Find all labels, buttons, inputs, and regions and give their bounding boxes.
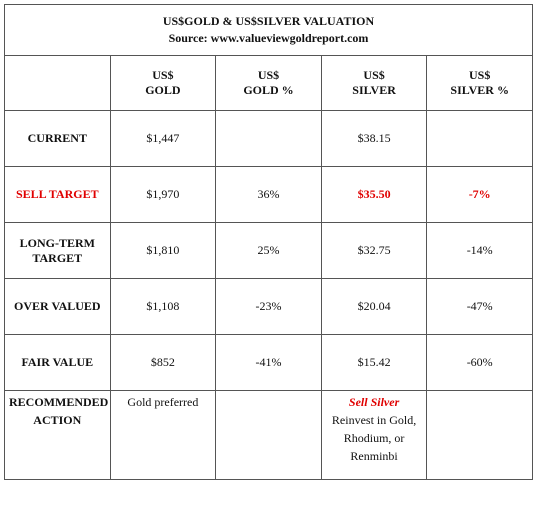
row: RECOMMENDED ACTION Gold preferred Sell S… [4, 390, 533, 480]
column-header: US$ GOLD [109, 55, 217, 111]
row: LONG-TERM TARGET $1,810 25% $32.75 -14% [4, 222, 533, 279]
title-row: US$GOLD & US$SILVER VALUATION Source: www… [4, 4, 533, 56]
cell: $852 [109, 334, 217, 391]
cell: $15.42 [320, 334, 428, 391]
row: SELL TARGET $1,970 36% $35.50 -7% [4, 166, 533, 223]
row-label: SELL TARGET [4, 166, 111, 223]
cell [426, 390, 533, 480]
cell: -14% [426, 222, 533, 279]
row: FAIR VALUE $852 -41% $15.42 -60% [4, 334, 533, 391]
source: Source: www.valueviewgoldreport.com [168, 31, 369, 45]
row-label: CURRENT [4, 110, 111, 167]
cell: $35.50 [320, 166, 428, 223]
cell: -41% [215, 334, 322, 391]
column-header: US$ GOLD % [215, 55, 322, 111]
column-header: US$ SILVER [320, 55, 428, 111]
cell: -60% [426, 334, 533, 391]
cell: $32.75 [320, 222, 428, 279]
cell: $38.15 [320, 110, 428, 167]
row-label: OVER VALUED [4, 278, 111, 335]
cell: Sell Silver Reinvest in Gold, Rhodium, or… [320, 390, 428, 480]
cell [426, 110, 533, 167]
cell: 25% [215, 222, 322, 279]
cell: $1,970 [109, 166, 217, 223]
valuation-table: US$GOLD & US$SILVER VALUATION Source: www… [4, 4, 533, 480]
row-label: FAIR VALUE [4, 334, 111, 391]
silver-note: Sell Silver [348, 395, 400, 409]
cell: -23% [215, 278, 322, 335]
row-label: RECOMMENDED ACTION [4, 390, 111, 480]
cell: $20.04 [320, 278, 428, 335]
header-row: US$ GOLD US$ GOLD % US$ SILVER US$ SILVE… [4, 55, 533, 111]
cell: 36% [215, 166, 322, 223]
cell [215, 110, 322, 167]
cell: $1,810 [109, 222, 217, 279]
corner-cell [4, 55, 111, 111]
row: CURRENT $1,447 $38.15 [4, 110, 533, 167]
title: US$GOLD & US$SILVER VALUATION [162, 14, 375, 28]
cell: -7% [426, 166, 533, 223]
column-header: US$ SILVER % [426, 55, 533, 111]
row: OVER VALUED $1,108 -23% $20.04 -47% [4, 278, 533, 335]
cell: Gold preferred [109, 390, 217, 480]
silver-action: Reinvest in Gold, Rhodium, or Renminbi [331, 413, 417, 463]
row-label: LONG-TERM TARGET [4, 222, 111, 279]
cell: $1,447 [109, 110, 217, 167]
cell [215, 390, 322, 480]
title-cell: US$GOLD & US$SILVER VALUATION Source: www… [4, 4, 533, 56]
cell: $1,108 [109, 278, 217, 335]
cell: -47% [426, 278, 533, 335]
